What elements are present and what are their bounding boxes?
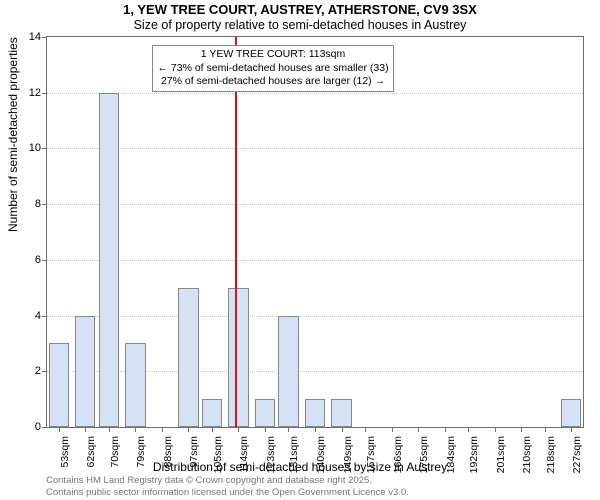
gridline [47, 204, 583, 205]
y-tick-label: 6 [13, 254, 47, 266]
gridline [47, 93, 583, 94]
gridline [47, 316, 583, 317]
annotation-box: 1 YEW TREE COURT: 113sqm← 73% of semi-de… [152, 45, 393, 92]
y-tick-label: 14 [13, 31, 47, 43]
y-tick-label: 2 [13, 365, 47, 377]
histogram-bar [75, 316, 95, 427]
annotation-line: ← 73% of semi-detached houses are smalle… [157, 62, 388, 76]
x-axis-label: Distribution of semi-detached houses by … [0, 460, 600, 474]
y-tick-label: 0 [13, 421, 47, 433]
chart-title-sub: Size of property relative to semi-detach… [0, 18, 600, 32]
y-tick-label: 8 [13, 198, 47, 210]
histogram-bar [125, 343, 145, 427]
histogram-bar [49, 343, 69, 427]
plot-area: 0246810121453sqm62sqm70sqm79sqm88sqm97sq… [46, 36, 584, 428]
histogram-bar [228, 288, 248, 427]
histogram-bar [178, 288, 198, 427]
gridline [47, 148, 583, 149]
chart-root: 1, YEW TREE COURT, AUSTREY, ATHERSTONE, … [0, 0, 600, 500]
y-tick-label: 12 [13, 87, 47, 99]
annotation-line: 1 YEW TREE COURT: 113sqm [157, 48, 388, 62]
reference-line [235, 37, 237, 427]
histogram-bar [255, 399, 275, 427]
histogram-bar [331, 399, 351, 427]
histogram-bar [202, 399, 222, 427]
y-tick-label: 10 [13, 142, 47, 154]
histogram-bar [99, 93, 119, 427]
histogram-bar [305, 399, 325, 427]
histogram-bar [561, 399, 581, 427]
footer-line-1: Contains HM Land Registry data © Crown c… [46, 475, 409, 486]
footer-line-2: Contains public sector information licen… [46, 487, 409, 498]
gridline [47, 260, 583, 261]
histogram-bar [278, 316, 298, 427]
chart-footer: Contains HM Land Registry data © Crown c… [46, 475, 409, 498]
annotation-line: 27% of semi-detached houses are larger (… [157, 75, 388, 89]
chart-title-main: 1, YEW TREE COURT, AUSTREY, ATHERSTONE, … [0, 2, 600, 17]
y-tick-label: 4 [13, 310, 47, 322]
